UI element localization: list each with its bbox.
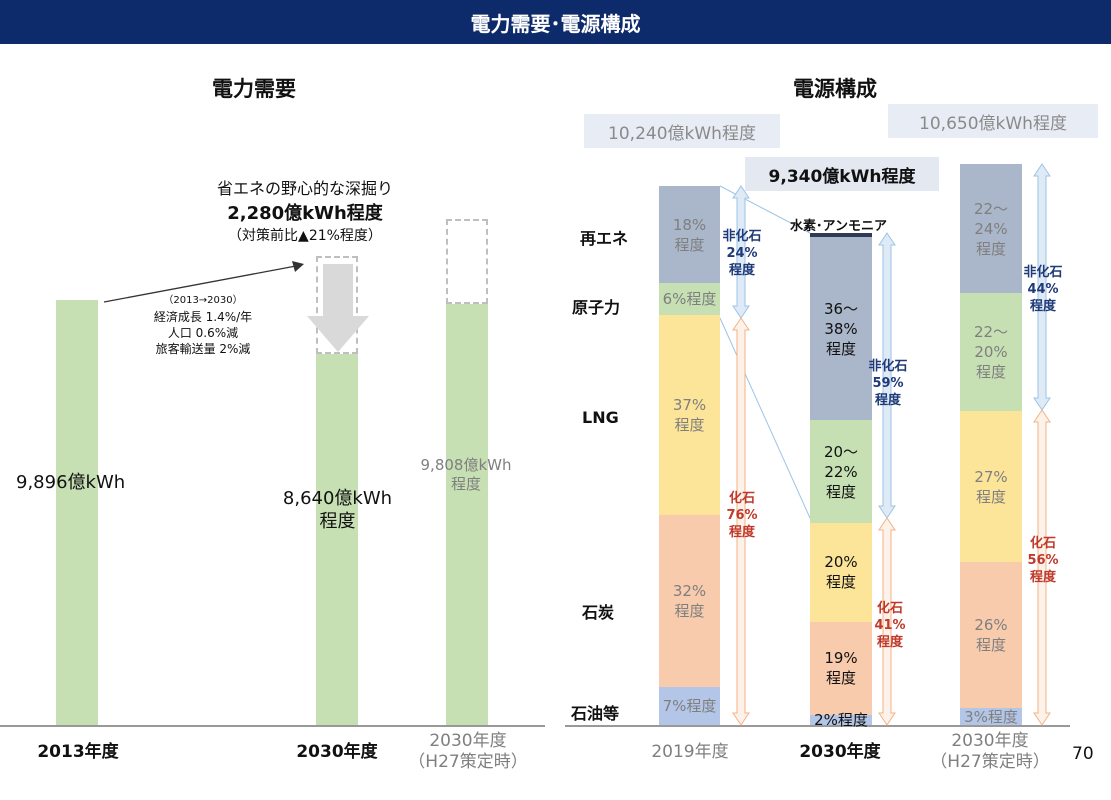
segment-label: 2%程度 (814, 711, 868, 730)
segment-label: 22～24% 程度 (973, 199, 1009, 258)
mix-bar-2030-h27: 22～24% 程度 22～20% 程度 27% 程度 26% 程度 3%程度 (960, 164, 1022, 726)
segment-label: 20% 程度 (824, 553, 858, 592)
segment-coal: 26% 程度 (960, 562, 1022, 709)
reduction-annotation: 省エネの野心的な深掘り 2,280億kWh程度 （対策前比▲21%程度） (170, 175, 440, 245)
demand-reduction-box (316, 256, 358, 354)
hydrogen-label: 水素･アンモニア (790, 219, 887, 234)
segment-coal: 19% 程度 (810, 621, 872, 716)
mix-baseline (565, 725, 1070, 727)
demand-chart: 省エネの野心的な深掘り 2,280億kWh程度 （対策前比▲21%程度） （20… (0, 175, 545, 772)
total-2030-h27: 10,650億kWh程度 (888, 104, 1098, 138)
demand-bar-2030-h27 (446, 303, 488, 725)
reduction-line2: 2,280億kWh程度 (227, 203, 383, 224)
assumption-line: 旅客輸送量 2%減 (155, 342, 251, 356)
demand-value-label: 9,896億kWh (16, 472, 126, 493)
segment-hydrogen (810, 233, 872, 237)
demand-bar-2030 (316, 353, 358, 725)
reduction-line3: （対策前比▲21%程度） (228, 228, 382, 244)
assumption-line: 経済成長 1.4%/年 (153, 310, 253, 324)
fossil-label: 化石 56% 程度 (1027, 536, 1059, 585)
assumption-line: 人口 0.6%減 (167, 326, 239, 340)
segment-label: 6%程度 (662, 290, 717, 309)
demand-x-label: 2013年度 (37, 742, 119, 762)
segment-label: 22～20% 程度 (973, 322, 1009, 381)
mix-x-label: 2019年度 (651, 742, 729, 762)
segment-renewable: 22～24% 程度 (960, 164, 1022, 294)
fossil-arrow-icon (1033, 409, 1051, 726)
reduction-line1: 省エネの野心的な深掘り (216, 179, 393, 198)
demand-x-label: 2030年度 (296, 742, 378, 762)
segment-oil: 3%程度 (960, 707, 1022, 726)
segment-lng: 37% 程度 (659, 315, 720, 515)
demand-bar-2030-h27-top (446, 218, 488, 304)
page-number: 70 (1072, 744, 1094, 764)
assumptions-note: （2013→2030） 経済成長 1.4%/年 人口 0.6%減 旅客輸送量 2… (128, 293, 278, 357)
segment-oil: 2%程度 (810, 711, 872, 729)
segment-label: 26% 程度 (974, 616, 1008, 655)
segment-lng: 27% 程度 (960, 410, 1022, 563)
mix-bar-2019: 18% 程度 6%程度 37% 程度 32% 程度 7%程度 (659, 186, 720, 725)
demand-x-label: 2030年度 （H27策定時） (408, 731, 528, 772)
trend-arrow-icon (103, 261, 304, 303)
demand-baseline (0, 725, 545, 727)
segment-label: 37% 程度 (672, 396, 707, 435)
segment-label: 3%程度 (964, 707, 1018, 726)
non-fossil-label: 非化石 24% 程度 (722, 229, 762, 278)
segment-label: 27% 程度 (974, 467, 1008, 506)
segment-nuclear: 6%程度 (659, 283, 720, 316)
segment-nuclear: 20～22% 程度 (810, 419, 872, 524)
segment-nuclear: 22～20% 程度 (960, 293, 1022, 411)
total-2030: 9,340億kWh程度 (745, 157, 939, 191)
row-label-lng: LNG (582, 408, 619, 427)
row-label-nuclear: 原子力 (572, 298, 621, 317)
fossil-arrow-icon (732, 317, 750, 726)
segment-label: 32% 程度 (672, 582, 707, 621)
segment-renewable: 36～38% 程度 (810, 237, 872, 420)
fossil-arrow-icon (878, 517, 896, 726)
mix-chart-title: 電源構成 (793, 77, 877, 101)
header-title: 電力需要･電源構成 (470, 11, 641, 36)
segment-label: 19% 程度 (824, 649, 858, 688)
row-label-coal: 石炭 (582, 603, 615, 622)
mix-x-label: 2030年度 (799, 742, 881, 762)
fossil-label: 化石 41% 程度 (874, 601, 906, 650)
segment-oil: 7%程度 (659, 687, 720, 725)
demand-bar-2013 (56, 300, 98, 725)
segment-label: 20～22% 程度 (823, 442, 859, 501)
row-label-oil: 石油等 (571, 704, 620, 723)
header-bar: 電力需要･電源構成 (0, 0, 1111, 44)
demand-value-label: 8,640億kWh 程度 (282, 488, 393, 532)
segment-label: 7%程度 (662, 697, 717, 716)
segment-renewable: 18% 程度 (659, 186, 720, 284)
segment-label: 18% 程度 (672, 215, 707, 254)
segment-label: 36～38% 程度 (823, 299, 859, 358)
fossil-label: 化石 76% 程度 (726, 491, 758, 540)
assumptions-period: （2013→2030） (163, 295, 243, 306)
non-fossil-label: 非化石 59% 程度 (868, 359, 908, 408)
demand-chart-title: 電力需要 (212, 77, 296, 101)
reduction-down-arrow-icon (307, 264, 369, 352)
demand-value-label: 9,808億kWh 程度 (420, 456, 512, 493)
mix-x-label: 2030年度 （H27策定時） (930, 731, 1050, 772)
non-fossil-label: 非化石 44% 程度 (1023, 265, 1063, 314)
segment-lng: 20% 程度 (810, 523, 872, 622)
row-label-renewable: 再エネ (580, 229, 629, 248)
total-2019: 10,240億kWh程度 (584, 114, 780, 148)
segment-coal: 32% 程度 (659, 514, 720, 688)
